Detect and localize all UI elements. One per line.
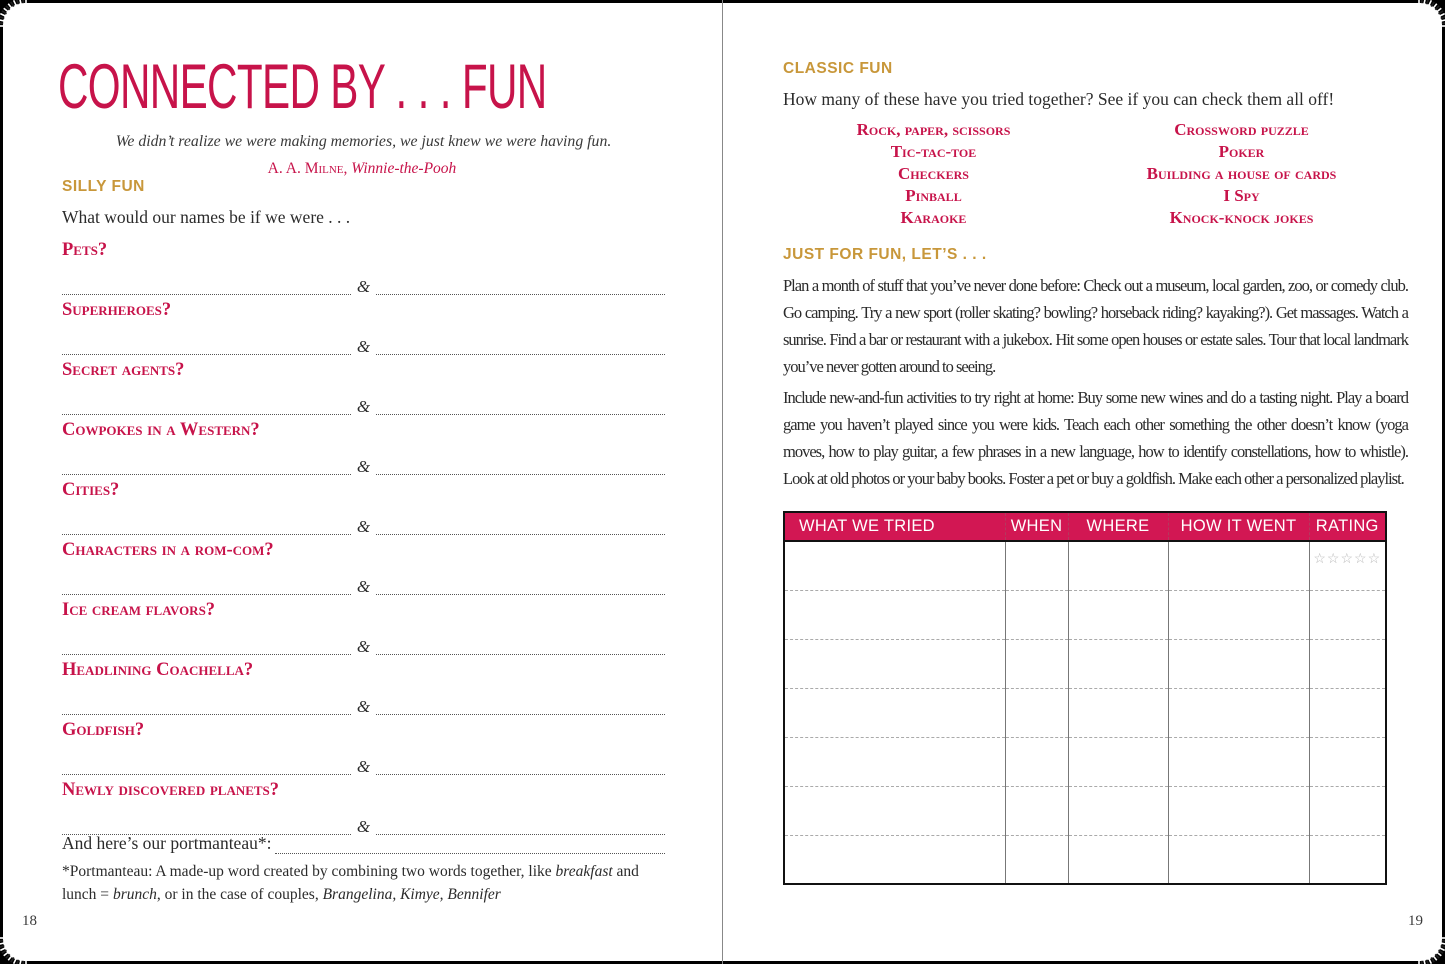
svg-text:CONNECTED BY . . . FUN: CONNECTED BY . . . FUN (58, 52, 547, 122)
